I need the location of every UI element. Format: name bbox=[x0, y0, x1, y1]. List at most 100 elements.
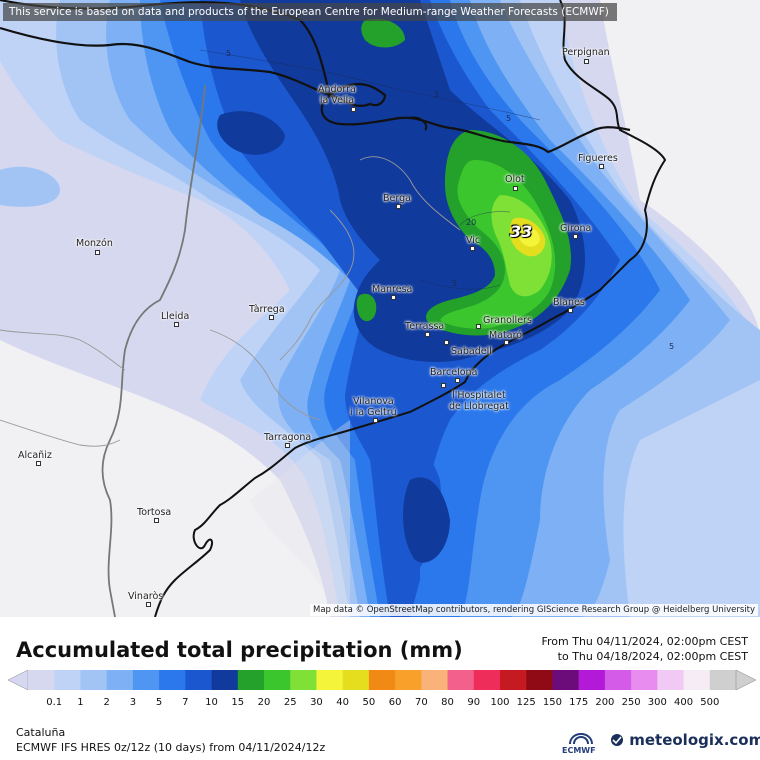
city-marker bbox=[513, 186, 518, 191]
scale-cell bbox=[185, 670, 212, 690]
scale-tick-label: 2 bbox=[103, 697, 110, 708]
city-marker bbox=[599, 164, 604, 169]
scale-tick-label: 500 bbox=[700, 697, 720, 708]
scale-tick-label: 3 bbox=[129, 697, 137, 708]
city-label: Sabadell bbox=[451, 346, 492, 357]
scale-tick-label: 50 bbox=[362, 697, 376, 708]
scale-cell bbox=[80, 670, 108, 690]
scale-cell bbox=[447, 670, 475, 690]
city-marker bbox=[285, 443, 290, 448]
city-label: Monzón bbox=[76, 238, 113, 249]
scale-tick-label: 30 bbox=[310, 697, 323, 708]
scale-tick-label: 10 bbox=[205, 697, 218, 708]
scale-cell bbox=[290, 670, 317, 690]
city-label: Tarragona bbox=[264, 432, 312, 443]
meteologix-icon bbox=[611, 734, 623, 746]
ecmwf-banner: This service is based on data and produc… bbox=[3, 3, 617, 21]
max-value-label: 33 bbox=[510, 222, 533, 241]
scale-cell bbox=[657, 670, 684, 690]
scale-tick-label: 40 bbox=[336, 697, 350, 708]
city-marker bbox=[441, 383, 446, 388]
ecmwf-logo bbox=[569, 732, 593, 745]
city-marker bbox=[584, 59, 589, 64]
city-marker bbox=[444, 340, 449, 345]
city-label: Berga bbox=[383, 193, 411, 204]
city-marker bbox=[36, 461, 41, 466]
scale-tick-label: 70 bbox=[414, 697, 428, 708]
city-label: Barcelona bbox=[430, 367, 478, 378]
scale-tick-label: 100 bbox=[490, 697, 510, 708]
scale-cell bbox=[54, 670, 81, 690]
scale-tick-label: 60 bbox=[388, 697, 402, 708]
city-label: Terrassa bbox=[405, 321, 445, 332]
scale-tick-label: 7 bbox=[182, 697, 189, 708]
city-label: Alcañiz bbox=[18, 450, 52, 461]
city-marker bbox=[174, 322, 179, 327]
region-label: Cataluña bbox=[16, 726, 66, 739]
scale-cell bbox=[159, 670, 186, 690]
city-label: Andorra la Vella bbox=[318, 84, 356, 106]
scale-tick-label: 20 bbox=[257, 697, 271, 708]
scale-cell bbox=[237, 670, 265, 690]
city-label: Girona bbox=[560, 223, 592, 234]
scale-tick-label: 125 bbox=[516, 697, 536, 708]
scale-cell bbox=[368, 670, 396, 690]
scale-cell bbox=[28, 670, 55, 690]
city-label: l'Hospitalet de Llobregat bbox=[449, 390, 509, 412]
scale-tick-label: 15 bbox=[231, 697, 245, 708]
scale-cell bbox=[264, 670, 291, 690]
city-marker bbox=[391, 295, 396, 300]
city-marker bbox=[95, 250, 100, 255]
scale-cell bbox=[683, 670, 711, 690]
city-marker bbox=[154, 518, 159, 523]
city-marker bbox=[470, 246, 475, 251]
contour-label: 5 bbox=[226, 49, 232, 58]
city-marker bbox=[146, 602, 151, 607]
scale-tick-label: 175 bbox=[569, 697, 589, 708]
scale-cell bbox=[604, 670, 632, 690]
color-scale bbox=[8, 669, 757, 691]
city-label: Manresa bbox=[372, 284, 413, 295]
city-label: Perpignan bbox=[562, 47, 610, 58]
scale-tick-label: 1 bbox=[77, 697, 84, 708]
scale-arrow-left bbox=[8, 669, 29, 691]
city-label: Vinaròs bbox=[128, 591, 164, 602]
contour-label: 5 bbox=[434, 90, 440, 99]
city-label: Tàrrega bbox=[249, 304, 285, 315]
scale-cell bbox=[526, 670, 553, 690]
scale-tick-label: 90 bbox=[467, 697, 481, 708]
map-title: Accumulated total precipitation (mm) bbox=[16, 638, 463, 662]
scale-tick-label: 150 bbox=[542, 697, 562, 708]
city-marker bbox=[373, 418, 378, 423]
city-label: Blanes bbox=[553, 297, 585, 308]
scale-cell bbox=[342, 670, 370, 690]
map-attribution[interactable]: Map data © OpenStreetMap contributors, r… bbox=[310, 604, 758, 616]
scale-cell bbox=[500, 670, 527, 690]
scale-cell bbox=[395, 670, 422, 690]
city-label: Figueres bbox=[578, 153, 618, 164]
period-to: to Thu 04/18/2024, 02:00pm CEST bbox=[557, 650, 748, 663]
city-marker bbox=[269, 315, 274, 320]
scale-arrow-right bbox=[735, 669, 757, 691]
scale-tick-label: 80 bbox=[441, 697, 454, 708]
city-label: Tortosa bbox=[137, 507, 172, 518]
contour-label: 20 bbox=[466, 218, 477, 227]
city-label: Vilanova i la Geltrú bbox=[350, 396, 397, 418]
precip-layer-50 bbox=[509, 217, 546, 257]
city-label: Mataró bbox=[489, 330, 523, 341]
city-marker bbox=[568, 308, 573, 313]
city-marker bbox=[504, 340, 509, 345]
scale-tick-label: 300 bbox=[647, 697, 667, 708]
city-marker bbox=[573, 234, 578, 239]
scale-tick-label: 25 bbox=[283, 697, 297, 708]
city-marker bbox=[476, 324, 481, 329]
scale-tick-label: 0.1 bbox=[46, 697, 63, 708]
meteologix-logo[interactable]: meteologix.com bbox=[610, 731, 760, 749]
city-marker bbox=[455, 378, 460, 383]
contour-label: 5 bbox=[669, 342, 675, 351]
city-label: Lleida bbox=[161, 311, 190, 322]
city-label: Granollers bbox=[483, 315, 532, 326]
scale-tick-label: 5 bbox=[155, 697, 163, 708]
model-info: ECMWF IFS HRES 0z/12z (10 days) from 04/… bbox=[16, 741, 326, 754]
period-from: From Thu 04/11/2024, 02:00pm CEST bbox=[541, 635, 748, 648]
